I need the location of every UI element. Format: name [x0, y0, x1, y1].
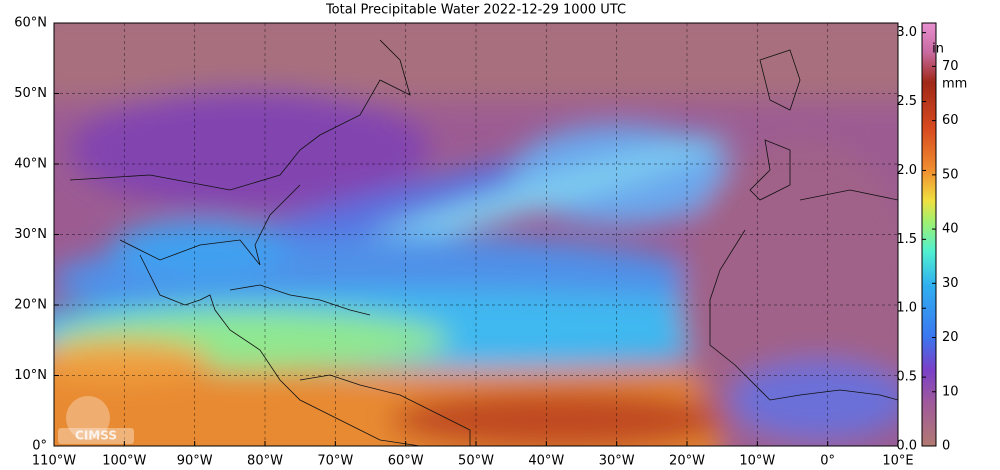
colorbar-left-label: 1.5 [896, 232, 917, 247]
x-tick-label: 110°W [32, 454, 76, 469]
y-tick-label: 40°N [14, 157, 47, 172]
y-tick-label: 50°N [14, 86, 47, 101]
x-tick-label: 10°E [882, 454, 913, 469]
colorbar-left-label: 3.0 [896, 25, 917, 40]
colorbar-left-unit: in [932, 42, 944, 57]
colorbar-right-label: 0 [942, 439, 950, 454]
x-tick-label: 60°W [388, 454, 424, 469]
colorbar-left-label: 1.0 [896, 301, 917, 316]
x-tick-label: 70°W [317, 454, 353, 469]
colorbar-right-label: 50 [942, 167, 959, 182]
y-tick-label: 20°N [14, 298, 47, 313]
colorbar-right-label: 30 [942, 276, 959, 291]
colorbar-left-label: 0.0 [896, 439, 917, 454]
colorbar-left-label: 2.0 [896, 163, 917, 178]
colorbar-right-label: 40 [942, 222, 959, 237]
x-tick-label: 0° [820, 454, 835, 469]
colorbar-right-label: 70 [942, 59, 959, 74]
y-tick-label: 0° [32, 439, 47, 454]
colorbar-left-label: 0.5 [896, 370, 917, 385]
x-tick-label: 10°W [739, 454, 775, 469]
y-tick-label: 60°N [14, 16, 47, 31]
x-tick-label: 90°W [177, 454, 213, 469]
title: Total Precipitable Water 2022-12-29 1000… [325, 3, 626, 18]
colorbar [921, 22, 937, 447]
colorbar-right-label: 60 [942, 113, 959, 128]
x-tick-label: 80°W [247, 454, 283, 469]
y-tick-label: 10°N [14, 368, 47, 383]
colorbar-right-label: 20 [942, 330, 959, 345]
colorbar-right-label: 10 [942, 384, 959, 399]
x-tick-label: 30°W [599, 454, 635, 469]
x-tick-label: 20°W [669, 454, 705, 469]
colorbar-right-unit: mm [942, 77, 967, 92]
colorbar-left-label: 2.5 [896, 94, 917, 109]
x-tick-label: 100°W [102, 454, 146, 469]
logo-text: CIMSS [75, 429, 117, 443]
logo: CIMSS [58, 396, 134, 444]
y-tick-label: 30°N [14, 227, 47, 242]
imagery [54, 23, 898, 446]
x-tick-label: 50°W [458, 454, 494, 469]
x-tick-label: 40°W [528, 454, 564, 469]
